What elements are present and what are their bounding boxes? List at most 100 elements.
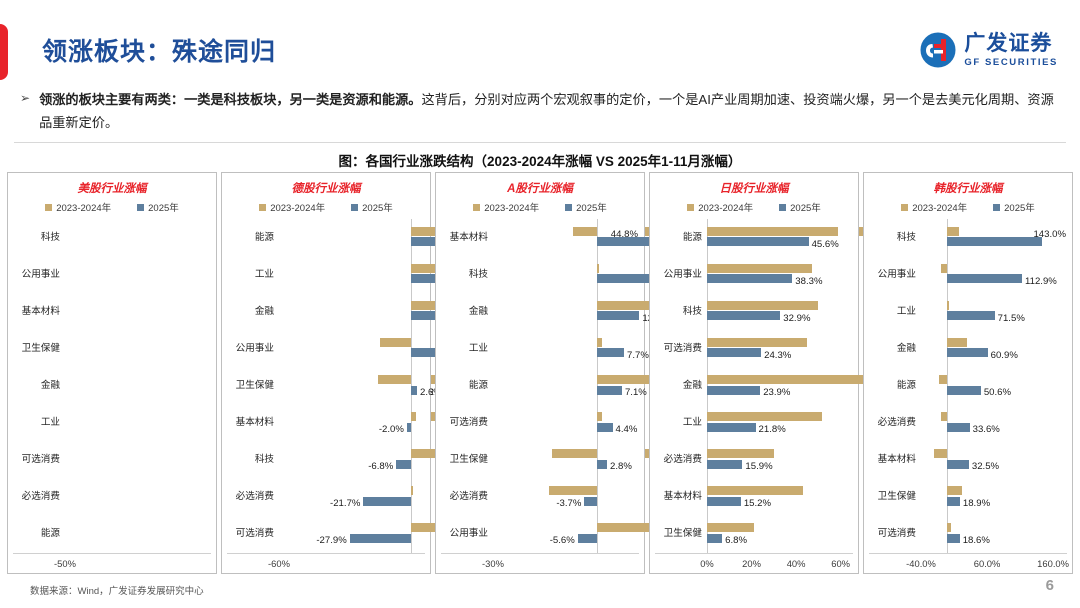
- bar-tan: [707, 263, 812, 273]
- bar-tan: [707, 449, 774, 459]
- bar-blue: [947, 533, 960, 543]
- bar-blue: [707, 496, 741, 506]
- legend-swatch-icon: [137, 203, 145, 211]
- category-label: 能源: [896, 380, 916, 391]
- category-label: 基本材料: [21, 305, 60, 317]
- legend-label: 2025年: [576, 203, 607, 214]
- bar-tan: [411, 523, 438, 533]
- axis-tick-label: -40.0%: [906, 558, 936, 569]
- category-label: 基本材料: [235, 417, 274, 429]
- bar-blue: [707, 274, 793, 284]
- chart-title: 韩股行业涨幅: [933, 183, 1003, 195]
- legend-item-2025: 2025年: [565, 200, 607, 214]
- bullet-rest: 这背后，分别对应两个宏观叙事的定价，一个是AI产业周期加速、投资端火爆，另一个是…: [39, 92, 1054, 131]
- legend-item-2023-2024: 2023-2024年: [259, 200, 325, 214]
- bar-tan: [947, 523, 951, 533]
- page-title: 领涨板块：殊途同归: [42, 38, 277, 66]
- chart-legend: 2023-2024年 2025年: [225, 200, 427, 214]
- legend-label: 2023-2024年: [270, 203, 326, 214]
- bar-value-label: -21.7%: [330, 498, 361, 510]
- category-label: 基本材料: [449, 231, 488, 243]
- x-axis: -30%20%: [441, 553, 676, 573]
- axis-tick-label: 160.0%: [1037, 558, 1069, 569]
- category-label: 必选消费: [21, 491, 60, 503]
- bullet-lead: 领涨的板块主要有两类：一类是科技板块，另一类是资源和能源。: [39, 92, 422, 107]
- bar-tan: [597, 523, 664, 533]
- page-number: 6: [1045, 577, 1054, 594]
- legend-swatch-icon: [687, 203, 695, 211]
- category-label: 金融: [468, 305, 488, 317]
- legend-item-2023-2024: 2023-2024年: [45, 200, 111, 214]
- category-label: 公用事业: [449, 528, 488, 540]
- axis-tick-label: 40%: [786, 558, 806, 569]
- category-label: 科技: [40, 231, 60, 243]
- category-label: 科技: [468, 268, 488, 280]
- bar-tan: [707, 300, 819, 310]
- category-label: 基本材料: [877, 454, 916, 466]
- bar-blue: [707, 422, 756, 432]
- x-axis: -50%0%50%100%: [13, 553, 932, 573]
- category-label: 工业: [254, 268, 274, 280]
- bar-value-label: 32.9%: [783, 312, 811, 324]
- category-label: 公用事业: [877, 268, 916, 280]
- category-label: 工业: [40, 417, 60, 429]
- chart-legend: 2023-2024年 2025年: [867, 200, 1069, 214]
- category-label: 卫生保健: [877, 491, 916, 503]
- chart-legend: 2023-2024年 2025年: [11, 200, 213, 214]
- bar-tan: [597, 300, 674, 310]
- category-label: 卫生保健: [21, 342, 60, 354]
- legend-swatch-icon: [779, 203, 787, 211]
- bar-tan: [934, 449, 948, 459]
- bar-blue: [597, 348, 625, 358]
- bar-value-label: 15.2%: [743, 498, 772, 510]
- bullet-text: 领涨的板块主要有两类：一类是科技板块，另一类是资源和能源。这背后，分别对应两个宏…: [39, 88, 1062, 134]
- bar-value-label: 44.8%: [610, 228, 638, 240]
- category-label: 可选消费: [877, 528, 916, 540]
- x-axis: -60%40%140%: [227, 553, 732, 573]
- bar-value-label: -2.0%: [378, 424, 404, 436]
- legend-label: 2025年: [148, 203, 179, 214]
- legend-item-2025: 2025年: [351, 200, 393, 214]
- legend-item-2025: 2025年: [137, 200, 179, 214]
- bar-blue: [707, 459, 743, 469]
- bar-tan: [941, 263, 948, 273]
- category-label: 必选消费: [663, 454, 702, 466]
- legend-item-2023-2024: 2023-2024年: [473, 200, 539, 214]
- title-accent-bar: [0, 24, 8, 80]
- bar-value-label: -3.7%: [556, 498, 582, 510]
- bar-tan: [597, 263, 599, 273]
- bar-blue: [577, 533, 598, 543]
- x-axis: 0%20%40%60%80%: [655, 553, 895, 573]
- axis-tick-label: -60%: [268, 558, 290, 569]
- chart-title: A股行业涨幅: [507, 183, 573, 195]
- chart-title: 美股行业涨幅: [77, 183, 147, 195]
- legend-swatch-icon: [259, 203, 267, 211]
- bar-value-label: 15.9%: [745, 461, 773, 473]
- category-label: 能源: [682, 231, 702, 243]
- bar-blue: [597, 459, 607, 469]
- bar-tan: [938, 375, 948, 384]
- bar-blue: [947, 496, 960, 506]
- category-label: 可选消费: [235, 528, 274, 540]
- bar-tan: [707, 226, 839, 236]
- bar-tan: [378, 375, 412, 384]
- legend-label: 2025年: [790, 203, 821, 214]
- bar-value-label: -27.9%: [316, 535, 347, 547]
- category-label: 金融: [254, 305, 274, 317]
- bar-tan: [707, 375, 877, 384]
- legend-swatch-icon: [565, 203, 573, 211]
- bar-value-label: 7.7%: [627, 349, 649, 361]
- bar-tan: [947, 337, 967, 347]
- bar-value-label: 2.8%: [610, 461, 632, 473]
- bar-blue: [707, 385, 761, 395]
- legend-swatch-icon: [45, 203, 53, 211]
- category-label: 工业: [896, 305, 916, 317]
- axis-tick-label: 60.0%: [973, 558, 1001, 569]
- plot-area: 基本材料44.8%科技29.1%金融12.1%工业7.7%能源7.1%可选消费4…: [441, 219, 753, 553]
- category-label: 可选消费: [449, 417, 488, 429]
- bar-tan: [707, 486, 803, 496]
- bar-tan: [411, 486, 414, 496]
- bar-value-label: 50.6%: [983, 387, 1012, 398]
- bar-value-label: 24.3%: [764, 349, 792, 361]
- category-label: 基本材料: [663, 491, 702, 503]
